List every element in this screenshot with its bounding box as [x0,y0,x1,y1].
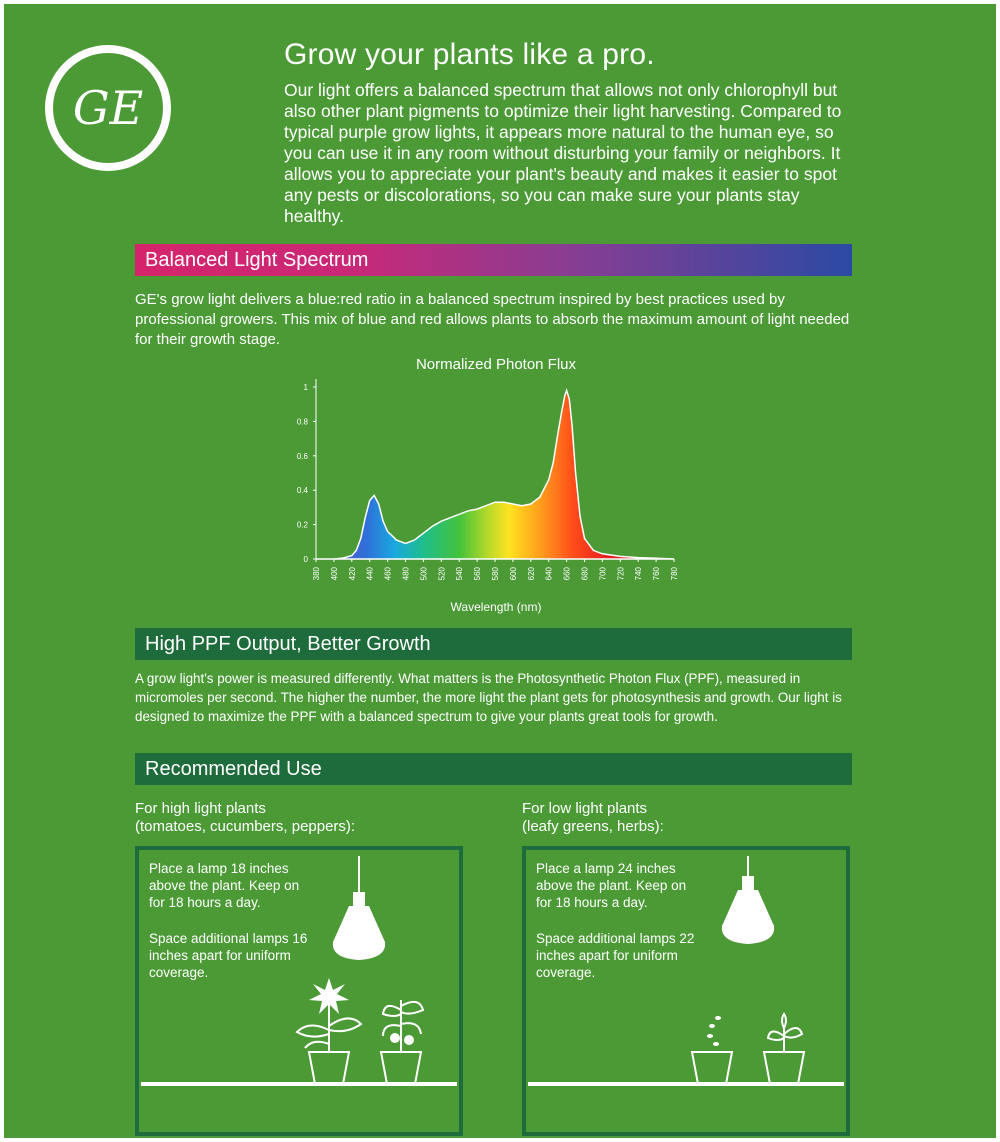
low-light-panel: Place a lamp 24 inches above the plant. … [522,846,850,1136]
x-tick-label: 420 [348,566,357,580]
low-light-label: For low light plants (leafy greens, herb… [522,800,664,835]
recommended-use-heading: Recommended Use [135,753,852,785]
intro-paragraph: Our light offers a balanced spectrum tha… [284,80,842,226]
product-infographic: GE Grow your plants like a pro. Our ligh… [4,4,996,1138]
sunflower-bloom-icon [309,978,349,1014]
x-tick-label: 780 [670,566,679,580]
high-light-label: For high light plants (tomatoes, cucumbe… [135,800,356,835]
x-tick-label: 500 [419,566,428,580]
y-tick-label: 0.8 [297,417,309,426]
page-title: Grow your plants like a pro. [284,38,655,71]
chart-x-axis-label: Wavelength (nm) [451,600,542,614]
shelf-line [141,1082,457,1086]
x-tick-label: 760 [652,566,661,580]
x-tick-label: 720 [616,566,625,580]
lamp-icon [332,856,386,960]
ge-logo: GE [45,45,171,171]
x-tick-label: 680 [581,566,590,580]
x-tick-label: 380 [312,566,321,580]
x-tick-label: 620 [527,566,536,580]
sprout-plant-icon [762,1012,806,1085]
x-tick-label: 640 [545,566,554,580]
ge-logo-text: GE [73,81,143,135]
x-tick-label: 740 [634,566,643,580]
x-tick-label: 660 [563,566,572,580]
spectrum-section-heading: Balanced Light Spectrum [135,244,852,276]
x-tick-label: 540 [455,566,464,580]
spectrum-area [316,388,675,560]
y-tick-label: 0.4 [297,486,309,495]
x-tick-label: 700 [598,566,607,580]
ppf-section-body: A grow light's power is measured differe… [135,671,842,724]
x-tick-label: 520 [437,566,446,580]
y-tick-label: 0 [304,555,309,564]
y-tick-label: 1 [304,383,309,392]
empty-pot-icon [690,1051,734,1085]
x-tick-label: 480 [402,566,411,580]
spectrum-section-body: GE's grow light delivers a blue:red rati… [135,291,850,348]
tomato-plant-icon [379,1000,425,1085]
x-tick-label: 440 [366,566,375,580]
low-light-placement: Place a lamp 24 inches above the plant. … [536,861,687,910]
high-light-spacing: Space additional lamps 16 inches apart f… [149,931,308,980]
high-light-placement: Place a lamp 18 inches above the plant. … [149,861,300,910]
x-tick-label: 400 [330,566,339,580]
x-tick-label: 460 [384,566,393,580]
photon-flux-chart: Normalized Photon Flux 0 0.2 0.4 0.6 0.8 1 380… [297,356,679,614]
y-tick-label: 0.6 [297,452,309,461]
chart-title: Normalized Photon Flux [416,356,577,373]
x-tick-label: 580 [491,566,500,580]
lamp-icon [721,856,775,944]
seedling-seeds-icon [707,1016,721,1046]
x-tick-label: 560 [473,566,482,580]
low-light-spacing: Space additional lamps 22 inches apart f… [536,931,695,980]
high-light-panel: Place a lamp 18 inches above the plant. … [135,846,463,1136]
sunflower-plant-icon [295,998,363,1085]
x-tick-label: 600 [509,566,518,580]
y-tick-label: 0.2 [297,521,309,530]
shelf-line [528,1082,844,1086]
ppf-section-heading: High PPF Output, Better Growth [135,628,852,660]
